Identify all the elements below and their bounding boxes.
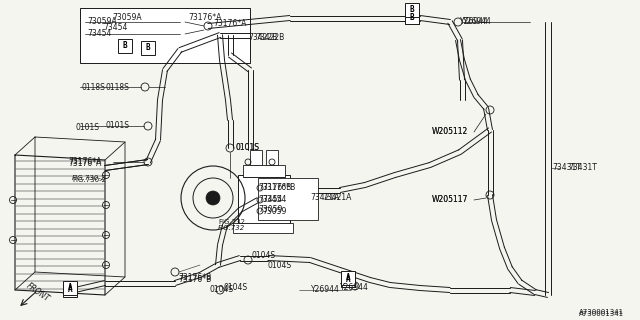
Text: 73454: 73454 <box>262 196 286 204</box>
Text: A730001341: A730001341 <box>579 311 624 317</box>
Text: 73421A: 73421A <box>310 194 339 203</box>
Text: 0101S: 0101S <box>105 122 129 131</box>
Text: 0101S: 0101S <box>235 143 259 153</box>
Text: FRONT: FRONT <box>25 282 51 304</box>
Text: 73421A: 73421A <box>322 194 351 203</box>
Text: FIG.732: FIG.732 <box>218 219 245 225</box>
Text: 73454: 73454 <box>87 29 111 38</box>
Text: 73176*B: 73176*B <box>178 276 211 284</box>
Bar <box>405 3 419 17</box>
Text: 0104S: 0104S <box>210 285 234 294</box>
Bar <box>63 283 77 297</box>
Text: B: B <box>410 5 414 14</box>
Bar <box>250 150 262 165</box>
Text: A: A <box>68 285 72 294</box>
Bar <box>233 223 293 233</box>
Text: 73059A: 73059A <box>112 13 141 22</box>
Text: 0118S: 0118S <box>82 84 106 92</box>
Text: 73176*A: 73176*A <box>188 13 221 22</box>
Text: Y26944: Y26944 <box>311 285 340 294</box>
Text: B: B <box>146 44 150 52</box>
Text: W205117: W205117 <box>432 196 468 204</box>
Text: 73176*B: 73176*B <box>178 274 211 283</box>
Text: Y26944: Y26944 <box>340 284 369 292</box>
Text: 0101S: 0101S <box>75 124 99 132</box>
Text: A: A <box>346 276 350 284</box>
Text: FIG.730-2: FIG.730-2 <box>72 175 106 181</box>
Text: 73176*B: 73176*B <box>258 183 291 193</box>
Bar <box>405 10 419 24</box>
Text: A: A <box>346 274 350 283</box>
Bar <box>243 165 285 177</box>
Text: 73431T: 73431T <box>552 164 581 172</box>
Text: A: A <box>68 284 72 292</box>
Text: W205112: W205112 <box>432 127 468 137</box>
Text: 73431T: 73431T <box>568 164 597 172</box>
Text: 0104S: 0104S <box>252 252 276 260</box>
Text: FIG.730-2: FIG.730-2 <box>72 177 106 183</box>
Text: 0118S: 0118S <box>105 83 129 92</box>
Bar <box>266 150 278 165</box>
Text: Y26944: Y26944 <box>463 18 492 27</box>
Text: 0104S: 0104S <box>224 284 248 292</box>
Text: FIG.732: FIG.732 <box>218 225 245 231</box>
Bar <box>80 8 250 63</box>
Text: 73059: 73059 <box>262 206 286 215</box>
Text: A730001341: A730001341 <box>579 309 624 315</box>
Bar <box>341 271 355 285</box>
Text: 73059A: 73059A <box>87 18 116 27</box>
Text: 0104S: 0104S <box>268 261 292 270</box>
Bar <box>141 41 155 55</box>
Bar <box>341 273 355 287</box>
Circle shape <box>206 191 220 205</box>
Text: 0101S: 0101S <box>235 143 259 153</box>
Text: W205112: W205112 <box>432 127 468 137</box>
Text: 73059: 73059 <box>258 205 282 214</box>
Bar <box>63 281 77 295</box>
Text: 73176*B: 73176*B <box>262 183 295 193</box>
Bar <box>118 39 132 53</box>
Text: 73176*A: 73176*A <box>68 158 101 167</box>
Bar <box>258 178 318 220</box>
Text: 73422B: 73422B <box>255 34 284 43</box>
Text: B: B <box>123 42 127 51</box>
Text: 73176*A: 73176*A <box>68 157 101 166</box>
Text: W205117: W205117 <box>432 196 468 204</box>
Text: 73454: 73454 <box>258 196 282 204</box>
Text: 73454: 73454 <box>103 22 127 31</box>
Text: 73176*A: 73176*A <box>213 20 246 28</box>
Text: 73422B: 73422B <box>248 34 277 43</box>
Text: Y26944: Y26944 <box>460 18 489 27</box>
Bar <box>238 175 290 223</box>
Text: B: B <box>410 12 414 21</box>
